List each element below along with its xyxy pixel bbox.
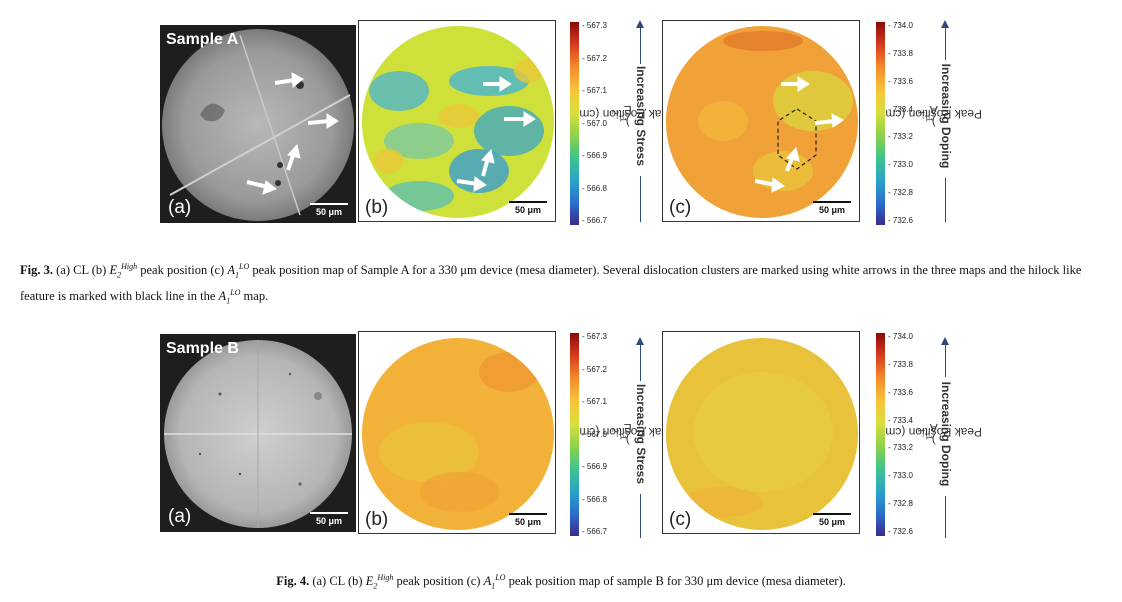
fig3-a1-cbar-tick-2: - 733.6: [888, 76, 913, 86]
fig3-a1-cbar-tick-4: - 733.2: [888, 132, 913, 142]
fig3-e2-cbar-tick-6: - 566.7: [582, 216, 607, 225]
fig3-a1-cbar-tick-1: - 733.8: [888, 48, 913, 58]
fig3-a1-cbar-tick-5: - 733.0: [888, 160, 913, 170]
fig3-stress-arrow-line-bottom: [640, 176, 641, 222]
fig3-cl-image: Sample A (a) 50 μm: [160, 25, 356, 223]
fig4-b-scalebar: 50 μm: [509, 513, 547, 527]
fig4-doping-arrow-head: [941, 337, 949, 345]
fig4-a1-cbar-tick-1: - 733.8: [888, 359, 913, 369]
fig4-a1-cbar-tick-2: - 733.6: [888, 387, 913, 397]
fig3-e2-cbar-tick-5: - 566.8: [582, 183, 607, 193]
fig3-a1-cbar-tick-6: - 732.8: [888, 188, 913, 198]
fig4-sample-label: Sample B: [166, 340, 239, 357]
fig3-stress-arrow-line-top: [640, 28, 641, 64]
fig3-e2-colorbar: [570, 22, 579, 225]
fig3-panel-b-label: (b): [365, 197, 389, 218]
fig3-c-scalebar: 50 μm: [813, 201, 851, 215]
fig4-e2-cbar-tick-0: - 567.3: [582, 332, 607, 341]
fig3-caption: Fig. 3. (a) CL (b) E2High peak position …: [20, 262, 1082, 306]
fig3-e2-cbar-tick-2: - 567.1: [582, 86, 607, 95]
fig4-e2-colorbar: [570, 333, 579, 536]
fig3-caption-label: Fig. 3.: [20, 263, 53, 278]
fig4-e2-cbar-tick-6: - 566.7: [582, 527, 607, 536]
fig4-cl-svg: [164, 340, 352, 528]
fig4-a1-svg: [666, 338, 858, 530]
fig3-doping-arrow-line-top: [945, 28, 946, 60]
fig4-e2-cbar-tick-1: - 567.2: [582, 364, 607, 374]
fig3-e2-svg: [362, 26, 554, 218]
fig3-a-scalebar: 50 μm: [310, 203, 348, 217]
fig3-caption-e2-symbol: E2High: [109, 262, 138, 280]
fig3-cl-svg: [162, 29, 354, 221]
fig4-e2-cbar-tick-5: - 566.8: [582, 494, 607, 504]
fig3-e2-cbar-tick-4: - 566.9: [582, 151, 607, 160]
fig3-a1-cbar-tick-0: - 734.0: [888, 21, 913, 30]
fig4-e2-svg: [362, 338, 554, 530]
fig4-doping-arrow-line-top: [945, 345, 946, 377]
fig4-e2-cbar-tick-2: - 567.1: [582, 397, 607, 406]
fig3-e2-cbar-tick-3: - 567.0: [582, 118, 607, 128]
fig3-panel-a-label: (a): [168, 197, 192, 218]
fig3-cl-disc: [162, 29, 354, 221]
fig4-e2-map: (b) 50 μm: [358, 331, 556, 534]
fig4-stress-arrow-head: [636, 337, 644, 345]
fig3-e2-map: (b) 50 μm: [358, 20, 556, 222]
fig4-caption-e2-symbol: E2High: [365, 573, 394, 591]
fig3-caption-a1-symbol: A1LO: [227, 262, 250, 280]
fig3-doping-arrow-head: [941, 20, 949, 28]
fig3-e2-arrows: [456, 76, 536, 192]
fig4-stress-arrow-line-top: [640, 345, 641, 381]
fig3-stress-arrow-head: [636, 20, 644, 28]
fig4-e2-cbar-tick-3: - 567.0: [582, 429, 607, 439]
fig4-cl-image: Sample B (a) 50 μm: [160, 334, 356, 532]
fig4-a1-map: (c) 50 μm: [662, 331, 860, 534]
fig3-a1-svg: [666, 26, 858, 218]
fig4-panel-c-label: (c): [669, 509, 692, 530]
fig4-a1-cbar-tick-7: - 732.6: [888, 527, 913, 536]
fig4-a1-cbar-tick-5: - 733.0: [888, 471, 913, 481]
fig4-caption-label: Fig. 4.: [276, 574, 310, 589]
fig3-sample-label: Sample A: [166, 31, 239, 48]
fig3-b-scalebar: 50 μm: [509, 201, 547, 215]
fig3-e2-cbar-tick-1: - 567.2: [582, 53, 607, 63]
fig4-caption: Fig. 4. (a) CL (b) E2High peak position …: [276, 573, 846, 591]
fig3-cl-arrows: [246, 72, 339, 195]
fig4-caption-a1-symbol: A1LO: [483, 573, 506, 591]
fig3-e2-cbar-tick-0: - 567.3: [582, 21, 607, 30]
fig4-stress-arrow-line-bottom: [640, 494, 641, 538]
fig4-a-scalebar: 50 μm: [310, 512, 348, 526]
fig3-a1-cbar-tick-3: - 733.4: [888, 104, 913, 114]
fig3-panel-c-label: (c): [669, 197, 692, 218]
fig4-c-scalebar: 50 μm: [813, 513, 851, 527]
fig4-panel-a-label: (a): [168, 506, 192, 527]
fig3-doping-arrow-line-bottom: [945, 178, 946, 222]
fig4-a1-cbar-tick-6: - 732.8: [888, 499, 913, 509]
fig4-panel-b-label: (b): [365, 509, 389, 530]
fig4-a1-cbar-tick-4: - 733.2: [888, 443, 913, 453]
fig4-a1-cbar-tick-0: - 734.0: [888, 332, 913, 341]
fig4-e2-cbar-tick-4: - 566.9: [582, 462, 607, 471]
fig3-a1-map: (c) 50 μm: [662, 20, 860, 222]
fig3-a1-colorbar: [876, 22, 885, 225]
fig4-a1-colorbar: [876, 333, 885, 536]
fig4-a1-cbar-tick-3: - 733.4: [888, 415, 913, 425]
fig4-doping-arrow-line-bottom: [945, 496, 946, 538]
fig3-a1-cbar-tick-7: - 732.6: [888, 216, 913, 225]
fig3-a1-arrows: [754, 76, 844, 193]
fig3-caption-a1-symbol-2: A1LO: [218, 287, 241, 306]
